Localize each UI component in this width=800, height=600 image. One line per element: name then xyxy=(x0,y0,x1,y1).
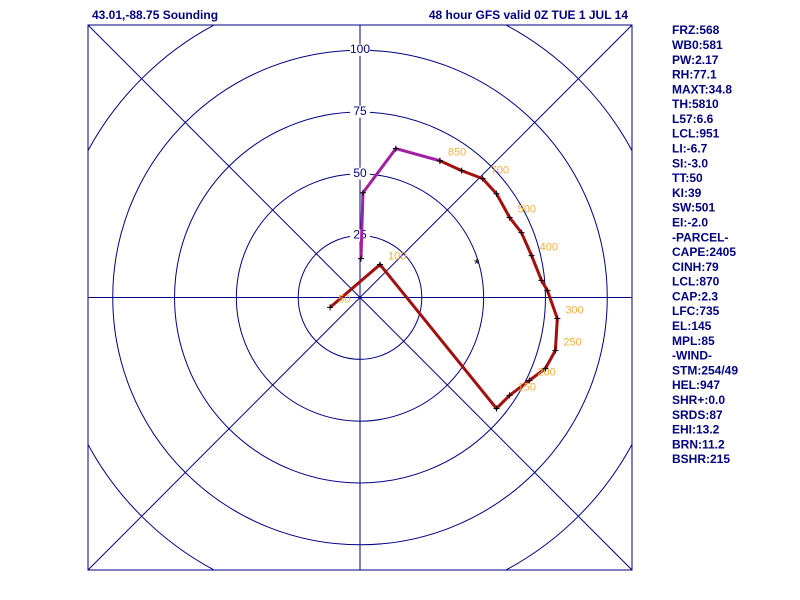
level-marker xyxy=(528,252,535,259)
index-value: MAXT:34.8 xyxy=(672,82,732,96)
index-value: CAP:2.3 xyxy=(672,289,718,303)
index-value: TH:5810 xyxy=(672,97,719,111)
index-value: STM:254/49 xyxy=(672,363,738,377)
level-marker xyxy=(493,405,500,412)
level-marker xyxy=(493,190,500,197)
index-value: WB0:581 xyxy=(672,38,723,52)
level-marker xyxy=(552,347,559,354)
level-marker xyxy=(479,175,486,182)
level-label: 400 xyxy=(540,242,558,254)
level-marker xyxy=(377,261,384,268)
index-value: SRDS:87 xyxy=(672,408,723,422)
level-label: 700 xyxy=(491,164,509,176)
index-value: TT:50 xyxy=(672,171,703,185)
index-value: HEL:947 xyxy=(672,378,720,392)
level-marker xyxy=(327,304,334,311)
level-label: 850 xyxy=(448,147,466,159)
index-value: RH:77.1 xyxy=(672,68,717,82)
tick-label-bg xyxy=(350,167,370,180)
index-value: -WIND- xyxy=(672,349,712,363)
index-value: EL:145 xyxy=(672,319,712,333)
level-marker xyxy=(436,157,443,164)
tick-label-bg xyxy=(350,229,370,242)
level-label: 250 xyxy=(563,336,581,348)
level-marker xyxy=(518,229,525,236)
index-value: CAPE:2405 xyxy=(672,245,736,259)
level-marker xyxy=(544,287,551,294)
level-marker xyxy=(506,392,513,399)
ring-label: 75 xyxy=(353,104,367,118)
level-label: 100 xyxy=(388,250,406,262)
index-value: CINH:79 xyxy=(672,260,719,274)
index-value: BSHR:215 xyxy=(672,452,730,466)
level-label: 200 xyxy=(537,366,555,378)
level-marker xyxy=(538,277,545,284)
tick-label-bg xyxy=(350,105,370,118)
level-label: 500 xyxy=(518,203,536,215)
ring-label: 100 xyxy=(350,42,370,56)
ring-label: 25 xyxy=(353,228,367,242)
level-marker xyxy=(526,377,533,384)
hodograph-line xyxy=(359,146,441,259)
level-label: 50 xyxy=(338,293,350,305)
level-marker xyxy=(392,145,399,152)
plot-frame xyxy=(87,24,633,571)
index-value: FRZ:568 xyxy=(672,23,720,37)
indices-panel: FRZ:568WB0:581PW:2.17RH:77.1MAXT:34.8TH:… xyxy=(672,23,738,466)
index-value: BRN:11.2 xyxy=(672,437,725,451)
index-value: MPL:85 xyxy=(672,334,715,348)
storm-motion: * xyxy=(474,255,480,271)
level-marker xyxy=(506,214,513,221)
index-value: SW:501 xyxy=(672,201,715,215)
index-value: SHR+:0.0 xyxy=(672,393,725,407)
tick-label-bg xyxy=(350,43,370,56)
level-marker xyxy=(458,167,465,174)
index-value: L57:6.6 xyxy=(672,112,714,126)
index-value: EHI:13.2 xyxy=(672,423,720,437)
level-marker xyxy=(359,189,366,196)
level-marker xyxy=(542,365,549,372)
level-marker xyxy=(554,315,561,322)
index-value: LI:-6.7 xyxy=(672,142,708,156)
chart-title: 43.01,-88.75 Sounding xyxy=(92,8,218,22)
index-value: KI:39 xyxy=(672,186,702,200)
index-value: LCL:870 xyxy=(672,275,720,289)
index-value: -PARCEL- xyxy=(672,230,728,244)
index-value: SI:-3.0 xyxy=(672,156,708,170)
level-label: 300 xyxy=(565,304,583,316)
index-value: PW:2.17 xyxy=(672,53,719,67)
index-value: EI:-2.0 xyxy=(672,215,708,229)
index-value: LFC:735 xyxy=(672,304,720,318)
index-value: LCL:951 xyxy=(672,127,720,141)
ring-label: 50 xyxy=(353,166,367,180)
level-marker xyxy=(357,255,364,262)
chart-subtitle: 48 hour GFS valid 0Z TUE 1 JUL 14 xyxy=(429,8,628,22)
level-label: 150 xyxy=(518,381,536,393)
